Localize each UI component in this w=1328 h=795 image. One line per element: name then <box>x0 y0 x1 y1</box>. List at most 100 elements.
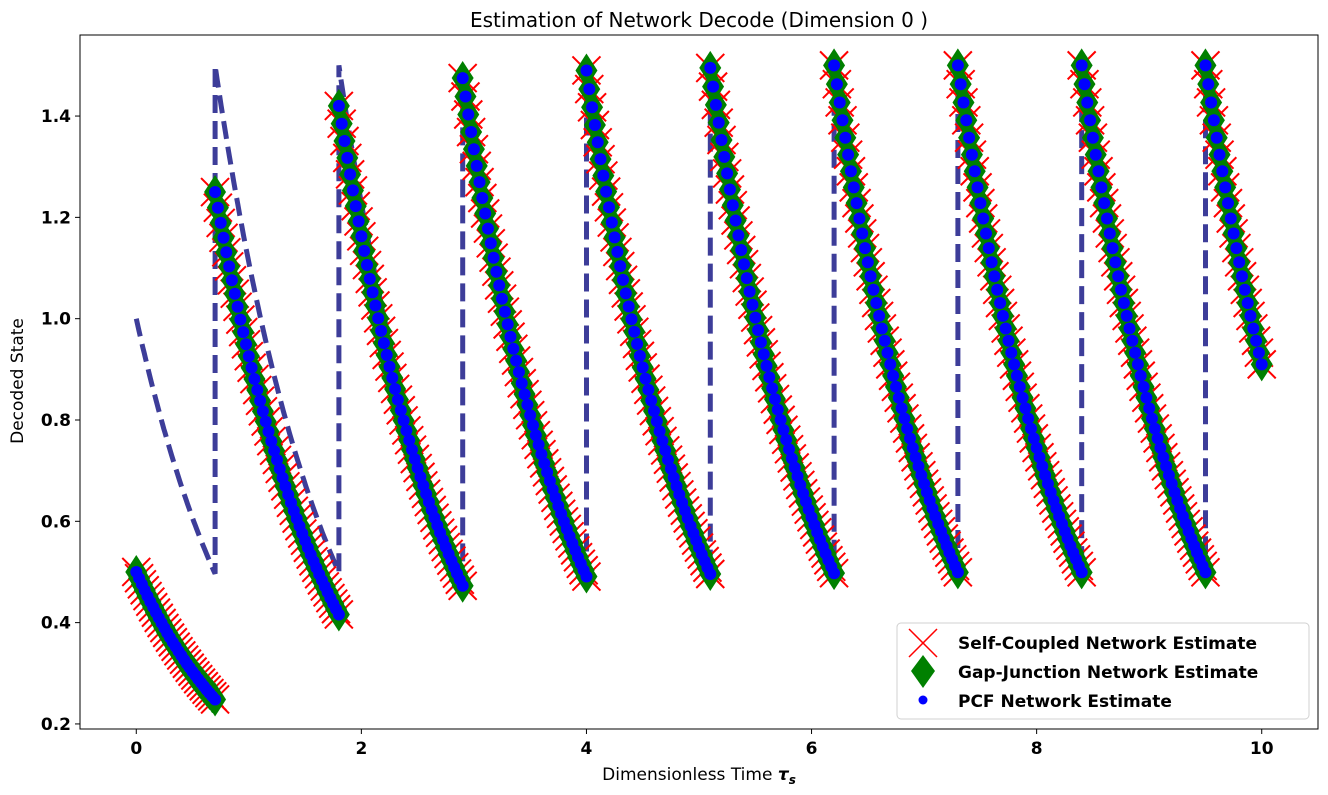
pcf-marker <box>1227 227 1240 240</box>
pcf-marker <box>650 415 663 428</box>
pcf-marker <box>1033 451 1046 464</box>
pcf-marker <box>476 192 489 204</box>
pcf-marker <box>1131 358 1144 371</box>
pcf-marker <box>836 114 849 127</box>
plot-area <box>121 48 1277 717</box>
pcf-marker <box>1199 59 1212 72</box>
pcf-marker <box>1137 380 1150 393</box>
x-axis-title: Dimensionless Time τs <box>602 765 796 787</box>
pcf-marker <box>591 136 604 149</box>
dot-marker-icon <box>918 695 928 705</box>
pcf-marker <box>265 435 278 448</box>
pcf-marker <box>346 184 359 197</box>
pcf-marker <box>752 324 765 337</box>
pcf-marker <box>766 382 779 395</box>
pcf-marker <box>985 256 998 269</box>
pcf-marker <box>1151 432 1164 445</box>
pcf-marker <box>501 318 514 331</box>
y-tick-label: 1.4 <box>41 107 71 127</box>
pcf-marker <box>209 693 222 706</box>
pcf-marker <box>1216 165 1229 178</box>
pcf-marker <box>237 326 250 339</box>
pcf-marker <box>1010 369 1023 382</box>
pcf-marker <box>512 366 525 379</box>
pcf-marker <box>358 244 371 257</box>
pcf-marker <box>740 272 753 285</box>
pcf-marker <box>1002 334 1015 347</box>
pcf-marker <box>386 371 399 384</box>
pcf-marker <box>487 251 500 264</box>
legend: Self-Coupled Network Estimate Gap-Juncti… <box>896 622 1310 720</box>
pcf-marker <box>951 59 964 72</box>
x-tick-label: 6 <box>806 739 818 759</box>
y-tick-label: 0.6 <box>41 512 71 532</box>
pcf-marker <box>783 443 795 456</box>
pcf-marker <box>864 270 877 283</box>
pcf-marker <box>704 568 717 580</box>
series-pcf <box>130 59 1268 706</box>
pcf-marker <box>763 371 776 384</box>
pcf-marker <box>996 309 1009 322</box>
x-tick-label: 10 <box>1250 739 1274 759</box>
pcf-marker <box>259 415 272 428</box>
pcf-marker <box>242 350 255 363</box>
pcf-marker <box>372 312 385 325</box>
pcf-marker <box>726 199 739 212</box>
pcf-marker <box>954 78 967 91</box>
pcf-marker <box>1148 422 1161 435</box>
pcf-marker <box>363 272 376 285</box>
pcf-marker <box>853 212 866 225</box>
pcf-marker <box>1092 165 1105 178</box>
pcf-marker <box>977 212 990 225</box>
pcf-marker <box>1210 131 1223 144</box>
pcf-marker <box>875 322 888 335</box>
pcf-marker <box>496 292 508 305</box>
pcf-marker <box>847 181 860 194</box>
pcf-marker <box>971 181 984 194</box>
pcf-marker <box>890 380 902 393</box>
pcf-marker <box>1075 59 1088 72</box>
pcf-marker <box>906 441 919 454</box>
pcf-marker <box>769 393 781 406</box>
pcf-marker <box>633 349 646 362</box>
pcf-marker <box>1005 346 1018 359</box>
pcf-marker <box>856 227 869 240</box>
pcf-marker <box>988 270 1001 283</box>
pcf-marker <box>887 369 900 382</box>
pcf-marker <box>628 325 641 338</box>
pcf-marker <box>659 444 672 457</box>
pcf-marker <box>338 135 351 147</box>
pcf-marker <box>223 260 236 273</box>
pcf-marker <box>1134 369 1147 382</box>
pcf-marker <box>1103 227 1116 240</box>
legend-item-gap-junction: Gap-Junction Network Estimate <box>911 655 1258 688</box>
pcf-marker <box>642 383 655 396</box>
pcf-marker <box>704 61 717 74</box>
pcf-marker <box>980 227 992 240</box>
pcf-marker <box>1146 412 1158 425</box>
pcf-marker <box>597 169 610 182</box>
pcf-marker <box>715 134 728 146</box>
pcf-marker <box>648 405 660 417</box>
pcf-marker <box>1016 391 1029 404</box>
pcf-marker <box>611 245 624 258</box>
pcf-marker <box>484 237 497 250</box>
pcf-marker <box>1213 148 1226 161</box>
pcf-marker <box>1129 346 1142 359</box>
pcf-marker <box>231 300 244 313</box>
pcf-marker <box>1224 212 1237 225</box>
pcf-marker <box>389 383 402 395</box>
pcf-marker <box>622 300 635 313</box>
pcf-marker <box>262 425 275 438</box>
pcf-marker <box>1199 566 1212 579</box>
pcf-marker <box>1089 148 1102 161</box>
pcf-marker <box>974 197 987 210</box>
pcf-marker <box>240 338 252 351</box>
pcf-marker <box>254 394 267 407</box>
legend-item-pcf: PCF Network Estimate <box>918 692 1172 712</box>
pcf-marker <box>220 246 233 259</box>
pcf-marker <box>709 98 722 111</box>
pcf-marker <box>1244 309 1257 322</box>
pcf-marker <box>1250 334 1263 347</box>
pcf-marker <box>785 452 798 465</box>
